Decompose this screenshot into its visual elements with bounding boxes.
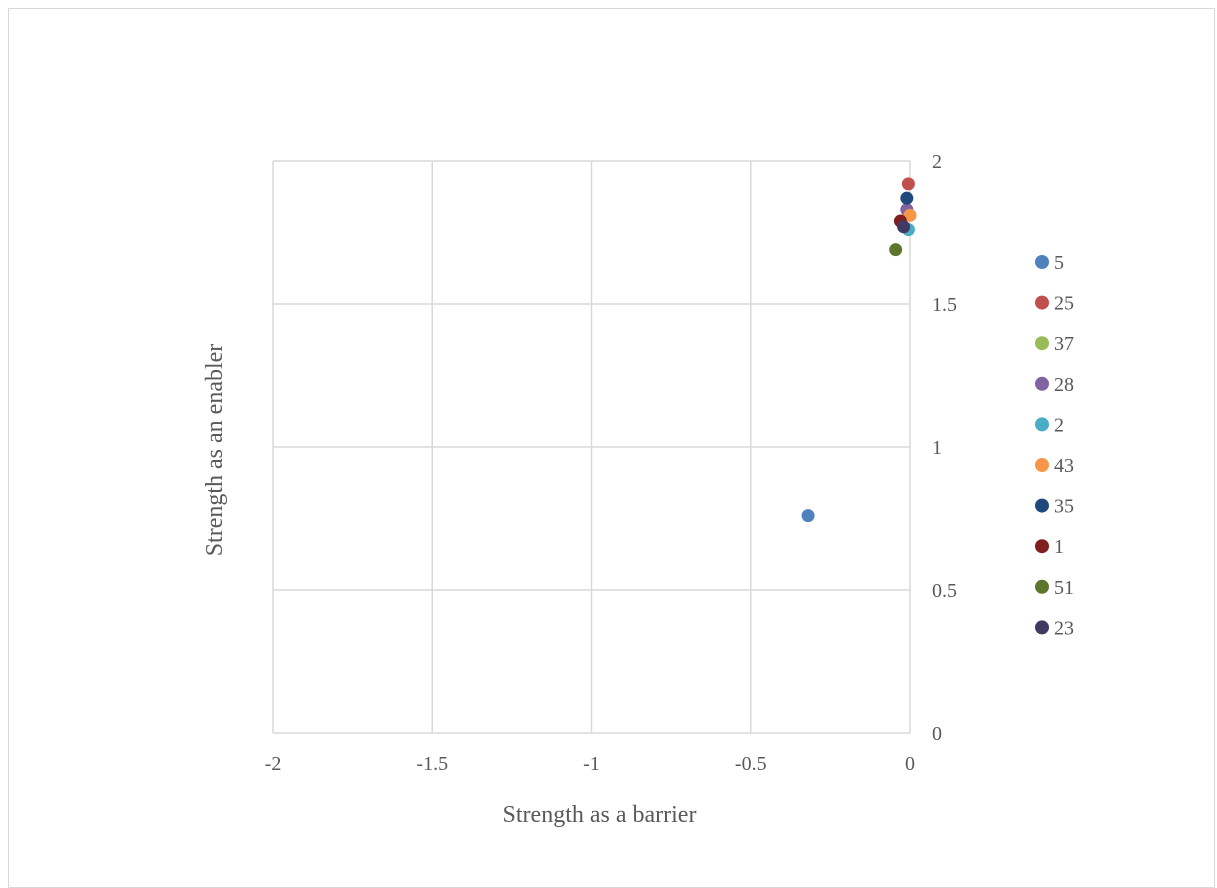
legend-marker-37 — [1035, 336, 1049, 351]
y-tick-label: 2 — [932, 151, 942, 173]
x-tick-label: -2 — [265, 753, 282, 775]
y-tick-label: 0 — [932, 723, 942, 745]
legend-label: 1 — [1054, 536, 1064, 558]
legend-marker-1 — [1035, 539, 1049, 554]
data-point-series-35 — [900, 191, 914, 205]
data-point-series-43 — [903, 208, 917, 222]
data-point-series-25 — [901, 177, 915, 191]
grid-lines — [272, 160, 911, 734]
legend-marker-51 — [1035, 579, 1049, 594]
legend-label: 5 — [1054, 252, 1064, 274]
legend-marker-28 — [1035, 376, 1049, 391]
y-axis-title: Strength as an enabler — [202, 344, 228, 557]
x-tick-label: 0 — [905, 753, 915, 775]
legend-marker-5 — [1035, 255, 1049, 269]
legend-marker-23 — [1035, 620, 1049, 635]
data-points — [801, 177, 917, 523]
legend-label: 25 — [1054, 293, 1074, 315]
x-tick-label: -1.5 — [416, 753, 448, 775]
legend-label: 51 — [1054, 577, 1074, 599]
y-tick-label: 1 — [932, 437, 942, 459]
x-tick-label: -1 — [583, 753, 600, 775]
legend-marker-25 — [1035, 295, 1049, 310]
legend-label: 28 — [1054, 374, 1074, 396]
legend: 5 25 37 28 2 43 35 1 51 23 — [1035, 252, 1074, 639]
legend-marker-43 — [1035, 458, 1049, 472]
legend-label: 2 — [1054, 414, 1064, 436]
y-tick-label: 0.5 — [932, 580, 957, 602]
legend-marker-2 — [1035, 417, 1049, 432]
x-axis-title: Strength as a barrier — [503, 802, 697, 828]
tick-labels: -2 -1.5 -1 -0.5 00 0.5 1 1.5 2 — [265, 151, 957, 775]
legend-marker-35 — [1035, 498, 1049, 513]
legend-label: 43 — [1054, 455, 1074, 477]
x-tick-label: -0.5 — [735, 753, 767, 775]
legend-label: 23 — [1054, 617, 1074, 639]
chart-frame — [8, 8, 1215, 888]
y-tick-label: 1.5 — [932, 294, 957, 316]
legend-label: 35 — [1054, 496, 1074, 518]
data-point-series-51 — [889, 243, 903, 257]
data-point-series-23 — [897, 220, 911, 234]
legend-label: 37 — [1054, 333, 1074, 355]
data-point-series-5 — [801, 509, 815, 523]
